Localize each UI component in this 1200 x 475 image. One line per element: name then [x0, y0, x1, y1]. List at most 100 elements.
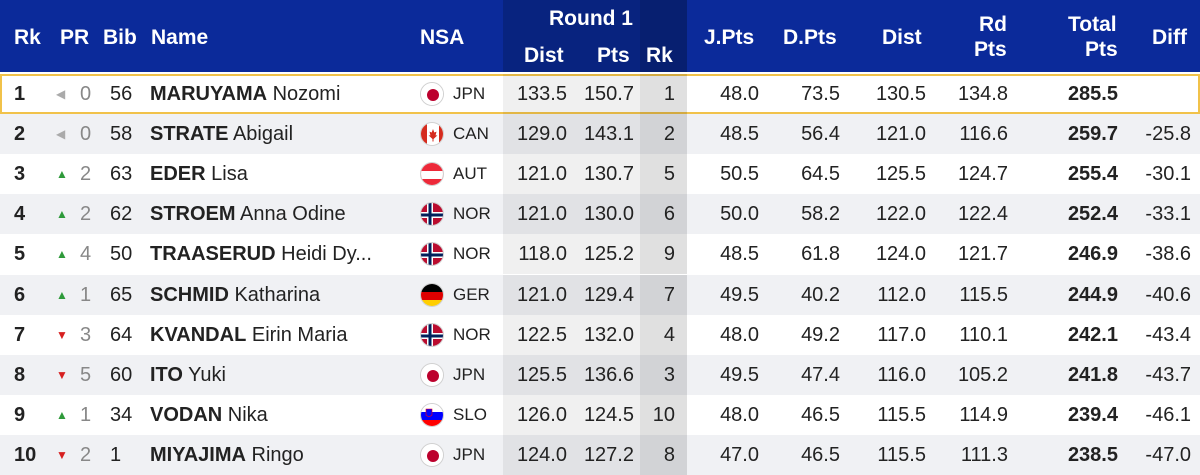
nsa-code: NOR [453, 204, 491, 224]
difference: -46.1 [1145, 403, 1191, 426]
total-points: 252.4 [1067, 203, 1118, 226]
table-row[interactable]: 5 ▲ 4 50 TRAASERUD Heidi Dy... NOR 118.0 125.2 9… [0, 234, 1200, 275]
nsa-code: SLO [453, 404, 488, 424]
round-points: 114.9 [959, 403, 1008, 426]
round-dist: 121.0 [516, 163, 567, 186]
distance-points: 73.5 [801, 83, 840, 105]
athlete-name[interactable]: STROEM Anna Odine [150, 194, 412, 234]
table-row[interactable]: 4 ▲ 2 62 STROEM Anna Odine NOR 121.0 130.0 6 50.0… [0, 194, 1200, 235]
table-row[interactable]: 10 ▼ 2 1 MIYAJIMA Ringo JPN 124.0 127.2 8 47.0 46.… [0, 434, 1200, 475]
header-dist[interactable]: Dist [882, 26, 922, 49]
rank-cell: 1 [14, 83, 26, 105]
header-nsa[interactable]: NSA [420, 26, 465, 49]
judge-points: 50.5 [720, 163, 759, 186]
bib-cell: 56 [110, 83, 133, 105]
total-points: 241.8 [1067, 363, 1118, 386]
table-row[interactable]: 6 ▲ 1 65 SCHMID Katharina GER 121.0 129.4 7 49.5 4… [0, 274, 1200, 315]
round-points: 110.1 [959, 323, 1008, 346]
distance-points: 46.5 [801, 443, 840, 466]
total-points: 255.4 [1067, 163, 1118, 186]
distance-points: 64.5 [801, 163, 840, 186]
table-row[interactable]: 1 ◀ 0 56 MARUYAMA Nozomi JPN 133.5 150.7 1 48.0 73… [0, 74, 1200, 114]
arrow-up-icon: ▲ [56, 167, 68, 182]
athlete-name[interactable]: EDER Lisa [150, 154, 412, 194]
athlete-name[interactable]: MIYAJIMA Ringo [150, 435, 412, 475]
round-1-column-shade [503, 154, 640, 195]
difference: -38.6 [1145, 243, 1191, 266]
header-total-line2[interactable]: Pts [1085, 38, 1118, 61]
bib-cell: 63 [110, 163, 133, 186]
judge-points: 47.0 [720, 443, 759, 466]
table-row[interactable]: 3 ▲ 2 63 EDER Lisa AUT 121.0 130.7 5 50.5 64.5 125.… [0, 154, 1200, 195]
total-points: 238.5 [1067, 443, 1118, 466]
distance: 130.5 [875, 83, 926, 105]
round-dist: 133.5 [516, 83, 567, 105]
difference: -40.6 [1145, 283, 1191, 306]
round-pts: 130.0 [583, 203, 634, 226]
distance-points: 47.4 [801, 363, 840, 386]
arrow-up-icon: ▲ [56, 247, 68, 262]
distance: 124.0 [875, 243, 926, 266]
athlete-name[interactable]: ITO Yuki [150, 355, 412, 395]
table-row[interactable]: 2 ◀ 0 58 STRATE Abigail CAN 129.0 143.1 2 48.5 56.… [0, 114, 1200, 155]
athlete-name[interactable]: SCHMID Katharina [150, 275, 412, 315]
athlete-name[interactable]: KVANDAL Eirin Maria [150, 315, 412, 355]
flag-can-icon [420, 122, 444, 147]
header-rd-pts-line2[interactable]: Pts [974, 38, 1007, 61]
header-round-dist[interactable]: Dist [524, 44, 564, 67]
round-pts: 136.6 [583, 363, 634, 386]
nsa-code: JPN [453, 364, 486, 384]
header-dpts[interactable]: D.Pts [783, 26, 837, 49]
previous-rank-change: 2 [80, 443, 92, 466]
distance: 121.0 [875, 123, 926, 146]
round-points: 115.5 [959, 283, 1008, 306]
athlete-name[interactable]: TRAASERUD Heidi Dy... [150, 234, 412, 274]
round-points: 122.4 [957, 203, 1008, 226]
difference: -43.7 [1145, 363, 1191, 386]
distance: 125.5 [875, 163, 926, 186]
distance-points: 46.5 [801, 403, 840, 426]
header-jpts[interactable]: J.Pts [704, 26, 755, 49]
nsa-code: JPN [453, 444, 486, 464]
header-bib[interactable]: Bib [103, 26, 137, 49]
judge-points: 48.5 [720, 243, 759, 266]
flag-nor-icon [420, 242, 444, 267]
table-row[interactable]: 7 ▼ 3 64 KVANDAL Eirin Maria NOR 122.5 132.0 4 48… [0, 314, 1200, 355]
previous-rank-change: 0 [80, 123, 92, 146]
arrow-down-icon: ▼ [56, 447, 68, 462]
round-rk-column-shade [640, 194, 687, 235]
athlete-last-name: EDER [150, 163, 206, 186]
round-pts: 150.7 [583, 83, 634, 105]
round-points: 121.7 [957, 243, 1008, 266]
bib-cell: 65 [110, 283, 133, 306]
athlete-first-name: Abigail [232, 123, 294, 146]
previous-rank-change: 4 [80, 243, 92, 266]
round-rank: 4 [663, 323, 675, 346]
round-dist: 121.0 [516, 283, 567, 306]
header-round-rk[interactable]: Rk [646, 44, 673, 67]
round-rank: 5 [663, 163, 675, 186]
header-total-line1[interactable]: Total [1068, 13, 1117, 36]
previous-rank-change: 3 [80, 323, 92, 346]
athlete-name[interactable]: MARUYAMA Nozomi [150, 74, 412, 114]
header-rk[interactable]: Rk [14, 26, 41, 49]
table-row[interactable]: 8 ▼ 5 60 ITO Yuki JPN 125.5 136.6 3 49.5 47.4 116.0… [0, 354, 1200, 395]
bib-cell: 58 [110, 123, 133, 146]
header-pr[interactable]: PR [60, 26, 90, 49]
header-rd-pts-line1[interactable]: Rd [979, 13, 1007, 36]
judge-points: 48.0 [720, 403, 759, 426]
table-row[interactable]: 9 ▲ 1 34 VODAN Nika SLO 126.0 124.5 10 48.0 46.5 11… [0, 394, 1200, 435]
athlete-name[interactable]: STRATE Abigail [150, 114, 412, 154]
rank-cell: 8 [14, 363, 26, 386]
athlete-first-name: Yuki [188, 363, 226, 386]
header-name[interactable]: Name [151, 26, 209, 49]
flag-jpn-icon [420, 442, 444, 467]
judge-points: 48.5 [720, 123, 759, 146]
flag-nor-icon [420, 202, 444, 227]
judge-points: 48.0 [720, 83, 759, 105]
header-diff[interactable]: Diff [1152, 26, 1187, 49]
athlete-name[interactable]: VODAN Nika [150, 395, 412, 435]
round-rank: 2 [663, 123, 675, 146]
total-points: 285.5 [1067, 83, 1118, 105]
header-round-pts[interactable]: Pts [597, 44, 630, 67]
